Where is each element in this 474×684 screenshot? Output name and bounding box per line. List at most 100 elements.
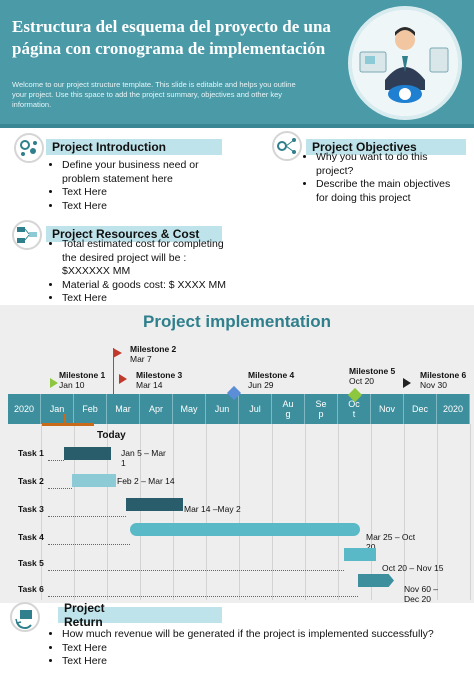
task-3-label: Task 3 xyxy=(18,504,44,514)
today-marker-stem xyxy=(64,414,66,426)
task-6-label: Task 6 xyxy=(18,584,44,594)
month-5: May xyxy=(173,394,206,424)
month-13: 2020 xyxy=(437,394,470,424)
task-leader-line xyxy=(48,544,130,545)
grid-line xyxy=(404,424,405,600)
objectives-list: Why you want to do this project? Describ… xyxy=(302,151,452,205)
grid-line xyxy=(173,424,174,600)
milestone-date: Nov 30 xyxy=(420,380,447,390)
milestone-name: Milestone 6 xyxy=(420,370,467,380)
grid-line xyxy=(305,424,306,600)
task-leader-line xyxy=(48,570,344,571)
month-3: Mar xyxy=(107,394,140,424)
grid-line xyxy=(437,424,438,600)
milestone-date: Jan 10 xyxy=(59,380,85,390)
task-1-dates: Jan 5 – Mar 1 xyxy=(121,448,166,468)
org-chart-icon xyxy=(12,220,42,250)
month-9: Se p xyxy=(305,394,338,424)
task-2-dates: Feb 2 – Mar 14 xyxy=(117,476,175,486)
task-5-label: Task 5 xyxy=(18,558,44,568)
list-item: Material & goods cost: $ XXXX MM xyxy=(62,279,226,293)
grid-line xyxy=(107,424,108,600)
task-4-label: Task 4 xyxy=(18,532,44,542)
list-item: Define your business need or problem sta… xyxy=(62,159,218,186)
task-6-dates: Nov 60 – Dec 20 xyxy=(404,584,439,604)
today-marker xyxy=(42,423,94,426)
milestone-3: Milestone 3 Mar 14 xyxy=(136,370,182,390)
section-title-objectives: Project Objectives xyxy=(306,139,466,155)
resources-list: Total estimated cost for completing the … xyxy=(48,238,226,306)
grid-line xyxy=(371,424,372,600)
grid-line xyxy=(206,424,207,600)
list-item: How much revenue will be generated if th… xyxy=(62,628,468,642)
grid-line xyxy=(41,424,42,600)
task-leader-line xyxy=(48,488,72,489)
list-item: Text Here xyxy=(62,186,218,200)
task-4-dates: Mar 25 – Oct 20 xyxy=(366,532,416,552)
task-1-bar xyxy=(64,447,111,460)
page-title: Estructura del esquema del proyecto de u… xyxy=(12,17,331,58)
list-item: Text Here xyxy=(62,655,468,669)
milestone-name: Milestone 2 xyxy=(130,344,177,354)
businessman-cloud-icon xyxy=(348,6,462,120)
month-6: Jun xyxy=(206,394,239,424)
list-item: Text Here xyxy=(62,292,226,306)
section-title-band xyxy=(58,607,222,623)
return-list: How much revenue will be generated if th… xyxy=(48,628,468,669)
implementation-title: Project implementation xyxy=(143,312,331,331)
milestone-name: Milestone 4 xyxy=(248,370,295,380)
milestone-date: Jun 29 xyxy=(248,380,274,390)
task-leader-line xyxy=(48,516,126,517)
task-2-bar xyxy=(72,474,116,487)
month-12: Dec xyxy=(404,394,437,424)
network-nodes-icon xyxy=(272,131,302,161)
task-2-label: Task 2 xyxy=(18,476,44,486)
month-10: Oc t xyxy=(338,394,371,424)
milestone-2: Milestone 2 Mar 7 xyxy=(130,344,176,364)
milestone-1: Milestone 1 Jan 10 xyxy=(59,370,105,390)
task-5-bar xyxy=(344,548,376,561)
section-title-resources: Project Resources & Cost xyxy=(46,226,222,242)
milestone-3-flag-icon xyxy=(119,374,127,384)
month-7: Jul xyxy=(239,394,272,424)
task-5-dates: Oct 20 – Nov 15 xyxy=(382,563,444,573)
milestone-2-flag-icon xyxy=(113,348,122,358)
milestone-6: Milestone 6 Nov 30 xyxy=(420,370,466,390)
list-item: Describe the main objectives for doing t… xyxy=(316,178,452,205)
month-1: Jan xyxy=(41,394,74,424)
milestone-1-flag-icon xyxy=(50,378,58,388)
milestone-date: Mar 14 xyxy=(136,380,163,390)
list-item: Total estimated cost for completing the … xyxy=(62,238,226,279)
grid-line xyxy=(272,424,273,600)
section-title-return: Project Return xyxy=(64,601,105,629)
header-divider xyxy=(0,124,474,128)
task-4-bar xyxy=(130,523,360,536)
milestone-name: Milestone 1 xyxy=(59,370,106,380)
section-title-introduction: Project Introduction xyxy=(46,139,222,155)
month-8: Au g xyxy=(272,394,305,424)
milestone-5: Milestone 5 Oct 20 xyxy=(349,366,395,386)
task-3-bar xyxy=(126,498,183,511)
list-item: Text Here xyxy=(62,200,218,214)
milestone-6-flag-icon xyxy=(403,378,411,388)
task-1-label: Task 1 xyxy=(18,448,44,458)
grid-line xyxy=(74,424,75,600)
grid-line xyxy=(470,424,471,600)
milestone-date: Mar 7 xyxy=(130,354,152,364)
gear-people-icon xyxy=(14,133,44,163)
task-6-bar xyxy=(358,574,394,587)
month-2: Feb xyxy=(74,394,107,424)
box-cycle-icon xyxy=(10,602,40,632)
list-item: Text Here xyxy=(62,642,468,656)
task-leader-line xyxy=(48,460,64,461)
milestone-date: Oct 20 xyxy=(349,376,375,386)
grid-line xyxy=(140,424,141,600)
timeline-month-band xyxy=(8,394,470,424)
task-leader-line xyxy=(48,596,358,597)
milestone-4: Milestone 4 Jun 29 xyxy=(248,370,294,390)
list-item: Why you want to do this project? xyxy=(316,151,452,178)
month-11: Nov xyxy=(371,394,404,424)
month-0: 2020 xyxy=(8,394,41,424)
grid-line xyxy=(338,424,339,600)
milestone-name: Milestone 3 xyxy=(136,370,183,380)
